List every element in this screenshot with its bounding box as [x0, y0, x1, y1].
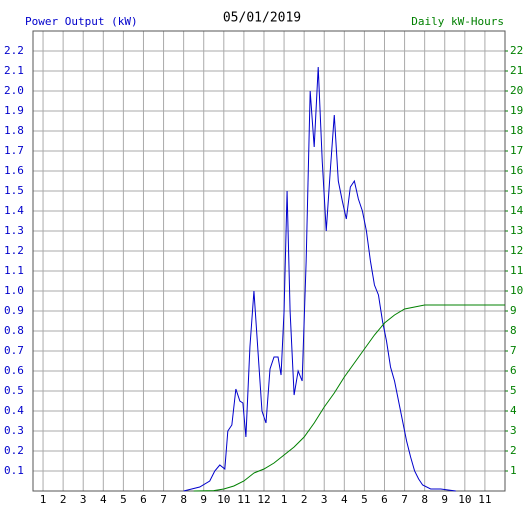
x-tick-label: 5: [120, 493, 127, 506]
y-tick-label: 1.9: [4, 104, 24, 117]
y-tick-label: 2.2: [4, 44, 24, 57]
x-tick-label: 2: [60, 493, 67, 506]
x-tick-label: 1: [281, 493, 288, 506]
y2-tick-label: 1: [510, 464, 517, 477]
y2-tick-label: 19: [510, 104, 523, 117]
y-tick-label: 1.3: [4, 224, 24, 237]
y-tick-label: 1.5: [4, 184, 24, 197]
x-tick-label: 12: [257, 493, 270, 506]
x-tick-label: 9: [441, 493, 448, 506]
y-tick-label: 2.0: [4, 84, 24, 97]
y2-tick-label: 17: [510, 144, 523, 157]
y2-tick-label: 15: [510, 184, 523, 197]
x-tick-label: 10: [217, 493, 230, 506]
x-tick-label: 8: [180, 493, 187, 506]
chart-title: 05/01/2019: [223, 11, 301, 26]
y2-tick-label: 16: [510, 164, 523, 177]
x-tick-label: 4: [341, 493, 348, 506]
x-tick-label: 9: [200, 493, 207, 506]
y-tick-label: 1.8: [4, 124, 24, 137]
y2-tick-label: 2: [510, 444, 517, 457]
y-tick-label: 0.8: [4, 324, 24, 337]
y2-tick-label: 20: [510, 84, 523, 97]
x-tick-label: 5: [361, 493, 368, 506]
y-tick-label: 0.3: [4, 424, 24, 437]
y2-tick-label: 10: [510, 284, 523, 297]
x-tick-label: 11: [478, 493, 491, 506]
y2-axis-label: Daily kW-Hours: [411, 15, 504, 28]
y-tick-label: 0.2: [4, 444, 24, 457]
x-tick-label: 6: [381, 493, 388, 506]
x-tick-label: 7: [401, 493, 408, 506]
y2-tick-label: 22: [510, 44, 523, 57]
plot-border: [32, 30, 506, 492]
y-tick-label: 1.7: [4, 144, 24, 157]
y-tick-label: 1.6: [4, 164, 24, 177]
y2-tick-label: 12: [510, 244, 523, 257]
y2-tick-label: 9: [510, 304, 517, 317]
y2-tick-label: 18: [510, 124, 523, 137]
x-tick-label: 10: [458, 493, 471, 506]
x-tick-label: 3: [321, 493, 328, 506]
y-tick-label: 1.2: [4, 244, 24, 257]
x-tick-label: 6: [140, 493, 147, 506]
y2-tick-label: 8: [510, 324, 517, 337]
y2-tick-label: 6: [510, 364, 517, 377]
x-tick-label: 8: [421, 493, 428, 506]
x-tick-label: 2: [301, 493, 308, 506]
y-tick-label: 0.9: [4, 304, 24, 317]
y-tick-label: 1.4: [4, 204, 24, 217]
y2-tick-label: 13: [510, 224, 523, 237]
y2-tick-label: 7: [510, 344, 517, 357]
y2-tick-label: 11: [510, 264, 523, 277]
y-tick-label: 1.0: [4, 284, 24, 297]
y2-tick-label: 3: [510, 424, 517, 437]
y2-tick-label: 21: [510, 64, 523, 77]
y-tick-label: 1.1: [4, 264, 24, 277]
y-tick-label: 0.5: [4, 384, 24, 397]
y2-tick-label: 4: [510, 404, 517, 417]
y-tick-label: 0.1: [4, 464, 24, 477]
y-tick-label: 2.1: [4, 64, 24, 77]
x-tick-label: 1: [40, 493, 47, 506]
series-line: [193, 304, 505, 492]
y-tick-label: 0.7: [4, 344, 24, 357]
y2-tick-label: 14: [510, 204, 524, 217]
y-tick-label: 0.4: [4, 404, 24, 417]
y2-tick-label: 5: [510, 384, 517, 397]
x-tick-label: 3: [80, 493, 87, 506]
y-axis-label: Power Output (kW): [25, 15, 138, 28]
x-tick-label: 4: [100, 493, 107, 506]
y-tick-label: 0.6: [4, 364, 24, 377]
x-tick-label: 7: [160, 493, 167, 506]
x-tick-label: 11: [237, 493, 250, 506]
series-line: [183, 66, 456, 492]
